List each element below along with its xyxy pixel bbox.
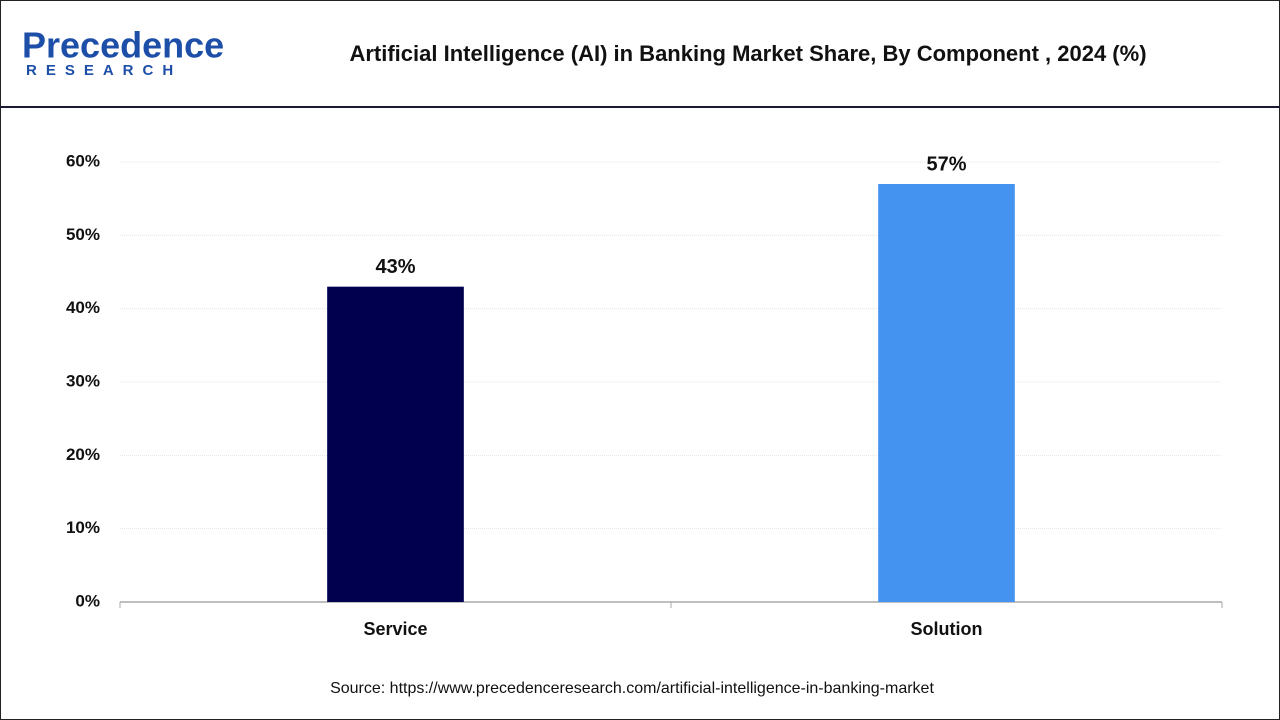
chart-title: Artificial Intelligence (AI) in Banking …: [349, 41, 1146, 66]
y-tick-label: 40%: [66, 298, 100, 317]
x-tick-label: Solution: [911, 619, 983, 639]
source-note: Source: https://www.precedenceresearch.c…: [330, 680, 934, 697]
y-tick-label: 0%: [75, 591, 100, 610]
logo-name: Precedence: [22, 25, 224, 66]
data-label: 43%: [375, 256, 415, 278]
x-tick-label: Service: [363, 619, 427, 639]
y-tick-label: 30%: [66, 371, 100, 390]
y-tick-label: 20%: [66, 445, 100, 464]
bar: [327, 286, 464, 602]
y-tick-label: 50%: [66, 225, 100, 244]
bar: [878, 184, 1015, 602]
data-label: 57%: [926, 153, 966, 175]
logo-tagline: RESEARCH: [26, 62, 182, 79]
y-tick-label: 60%: [66, 151, 100, 170]
y-tick-label: 10%: [66, 518, 100, 537]
